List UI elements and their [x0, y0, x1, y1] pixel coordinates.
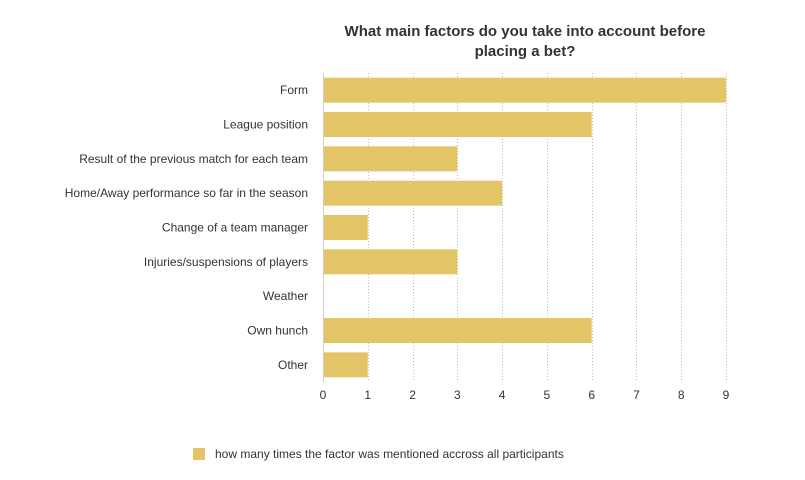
category-label: Home/Away performance so far in the seas…	[65, 186, 308, 200]
bar	[323, 77, 726, 103]
x-tick-label: 1	[364, 388, 371, 402]
bar	[323, 180, 503, 206]
category-label: League position	[223, 118, 308, 132]
category-label: Injuries/suspensions of players	[144, 255, 308, 269]
x-tick-label: 0	[320, 388, 327, 402]
bar	[323, 249, 458, 275]
x-tick-label: 7	[633, 388, 640, 402]
category-label: Result of the previous match for each te…	[79, 152, 308, 166]
bar	[323, 352, 368, 378]
x-tick-label: 8	[678, 388, 685, 402]
bar	[323, 318, 592, 343]
x-tick-label: 3	[454, 388, 461, 402]
category-label: Form	[280, 83, 308, 97]
x-tick-label: 4	[499, 388, 506, 402]
category-label: Change of a team manager	[162, 221, 308, 235]
category-label: Other	[278, 358, 308, 372]
category-label: Own hunch	[247, 324, 308, 338]
x-tick-label: 5	[544, 388, 551, 402]
bar	[323, 146, 458, 172]
legend-label: how many times the factor was mentioned …	[215, 447, 564, 461]
bar	[323, 215, 368, 240]
category-label: Weather	[263, 289, 308, 303]
x-tick-label: 2	[409, 388, 416, 402]
x-tick-label: 9	[723, 388, 730, 402]
legend-swatch	[193, 448, 205, 460]
chart-title: What main factors do you take into accou…	[344, 23, 706, 60]
bar	[323, 112, 592, 137]
legend: how many times the factor was mentioned …	[193, 446, 564, 462]
x-tick-label: 6	[588, 388, 595, 402]
